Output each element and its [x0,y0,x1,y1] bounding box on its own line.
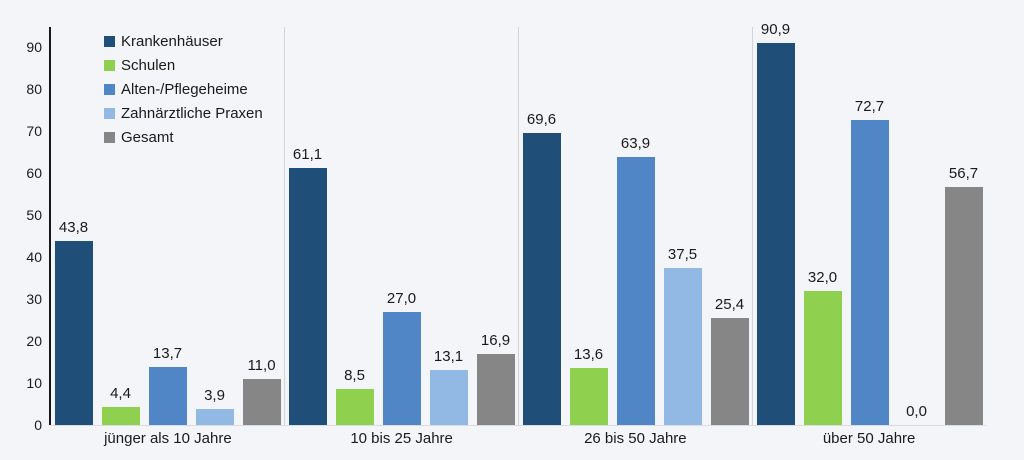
bar-value-label: 37,5 [667,245,698,263]
y-axis-line [49,27,51,425]
bar-value-label: 72,7 [854,97,885,115]
y-axis-tick-label: 80 [26,81,42,97]
x-category-label: über 50 Jahre [822,430,916,447]
y-axis-tick-label: 10 [26,375,42,391]
bar-group-j-nger-als-10-jahre: 43,8 4,4 13,7 3,9 11,0 [51,27,284,425]
bar-value-label: 27,0 [386,289,417,307]
bar-group-26-bis-50-jahre: 69,6 13,6 63,9 37,5 25,4 [518,27,752,425]
bar-value-label: 56,7 [948,164,979,182]
bar-value-label: 69,6 [526,110,557,128]
bar-value-label: 16,9 [480,332,511,350]
bar-schulen [101,406,140,425]
bar-value-label: 0,0 [906,403,927,420]
bar-gesamt [476,354,515,425]
bar-value-label: 32,0 [807,268,838,286]
legend-label: Gesamt [121,128,174,146]
y-axis-tick-label: 60 [26,165,42,181]
bar-value-label: 3,9 [204,386,225,404]
plot-area: 43,8 4,4 13,7 3,9 11,0 61,1 8,5 27,0 13,1 16,9 69,… [51,21,986,426]
x-category-label: jünger als 10 Jahre [104,430,232,447]
legend-item-alten-pflegeheime: Alten-/Pflegeheime [104,77,263,101]
legend-swatch-icon [104,59,115,71]
y-axis-tick-label: 90 [26,39,42,55]
bar-gesamt [242,378,281,425]
bar-value-label: 8,5 [344,367,365,385]
legend-swatch-icon [104,83,115,95]
bar-krankenh-user [54,241,93,425]
bar-krankenh-user [288,168,327,425]
legend: Krankenhäuser Schulen Alten-/Pflegeheime Za… [104,29,263,149]
bar-value-label: 25,4 [714,296,745,314]
bar-zahn-rztliche-praxen [195,408,234,425]
bar-gesamt [710,318,749,425]
bar-group-10-bis-25-jahre: 61,1 8,5 27,0 13,1 16,9 [284,27,518,425]
legend-label: Krankenhäuser [121,32,223,50]
y-axis-tick-label: 50 [26,207,42,223]
bar-alten-pflegeheime [616,156,655,425]
bar-value-label: 63,9 [620,134,651,152]
bar-value-label: 4,4 [110,384,131,402]
bar-value-label: 13,1 [433,347,464,365]
legend-label: Alten-/Pflegeheime [121,80,248,98]
x-axis-labels: jünger als 10 Jahre 10 bis 25 Jahre 26 bis… [51,430,986,447]
y-axis-tick-label: 70 [26,123,42,139]
legend-swatch-icon [104,35,115,47]
bar-value-label: 43,8 [58,219,89,237]
bar-gesamt [944,186,983,425]
bar-group-ber-50-jahre: 90,9 32,0 72,7 0,0 56,7 [752,21,986,425]
y-axis-tick-label: 20 [26,333,42,349]
y-axis-tick-label: 30 [26,291,42,307]
legend-label: Zahnärztliche Praxen [121,104,263,122]
y-axis-tick-label: 0 [34,417,42,433]
y-axis-tick-label: 40 [26,249,42,265]
legend-label: Schulen [121,56,176,74]
legend-item-schulen: Schulen [104,53,263,77]
bar-zahn-rztliche-praxen [429,369,468,425]
x-category-label: 26 bis 50 Jahre [584,430,687,447]
legend-item-gesamt: Gesamt [104,125,263,149]
bar-alten-pflegeheime [850,119,889,425]
bar-schulen [335,389,374,425]
bar-value-label: 13,7 [152,345,183,363]
bar-krankenh-user [756,43,795,425]
legend-swatch-icon [104,131,115,143]
legend-swatch-icon [104,107,115,119]
bar-alten-pflegeheime [148,367,187,425]
legend-item-krankenh-user: Krankenhäuser [104,29,263,53]
bar-alten-pflegeheime [382,311,421,425]
bar-value-label: 11,0 [247,356,276,374]
bar-value-label: 61,1 [292,146,323,164]
bar-value-label: 90,9 [760,21,791,39]
bar-value-label: 13,6 [573,345,604,363]
bar-schulen [569,367,608,425]
bar-krankenh-user [522,132,561,425]
legend-item-zahn-rztliche-praxen: Zahnärztliche Praxen [104,101,263,125]
bar-zahn-rztliche-praxen [663,267,702,425]
bar-schulen [803,290,842,425]
x-category-label: 10 bis 25 Jahre [350,430,453,447]
